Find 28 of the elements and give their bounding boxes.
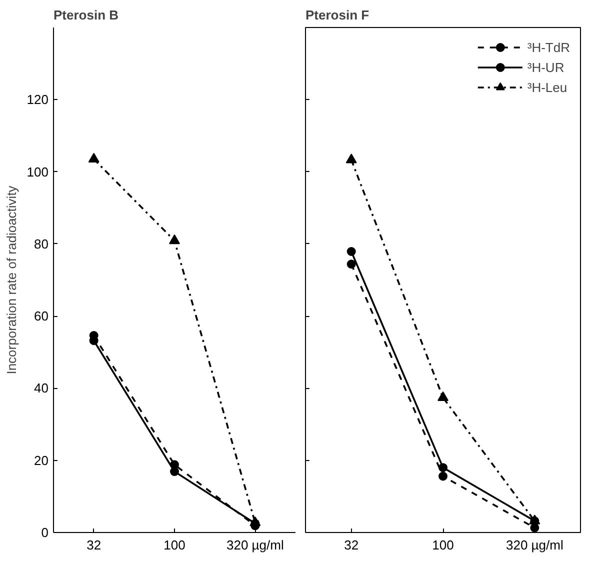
legend-label: ³H-UR xyxy=(527,60,564,74)
y-tick-label: 120 xyxy=(26,92,49,108)
chart-title: Pterosin B xyxy=(54,8,119,22)
y-tick-label: 60 xyxy=(34,308,49,324)
point xyxy=(438,472,448,481)
point xyxy=(346,247,356,256)
point xyxy=(169,234,180,244)
y-tick-label: 0 xyxy=(41,525,49,540)
point xyxy=(346,154,357,164)
point xyxy=(346,260,356,269)
y-tick-label: 80 xyxy=(34,236,49,252)
legend-label: ³H-Leu xyxy=(527,80,568,94)
point xyxy=(88,152,100,163)
point xyxy=(438,463,448,472)
x-tick-label: 32 xyxy=(344,538,359,552)
chart-title: Pterosin F xyxy=(306,8,370,22)
point xyxy=(438,391,448,401)
legend-label: ³H-TdR xyxy=(527,40,570,54)
y-tick-label: 20 xyxy=(34,452,49,468)
point xyxy=(170,467,179,476)
x-tick-label: 320 µg/ml xyxy=(226,538,284,552)
x-tick-label: 32 xyxy=(86,538,102,552)
x-tick-label: 100 xyxy=(432,538,454,552)
x-tick-label: 100 xyxy=(164,538,186,552)
y-axis-title: Incorporation rate of radioactivity xyxy=(4,185,19,374)
x-tick-label: 320 µg/ml xyxy=(506,538,564,552)
y-tick-label: 40 xyxy=(34,380,49,396)
y-tick-label: 100 xyxy=(26,164,49,180)
